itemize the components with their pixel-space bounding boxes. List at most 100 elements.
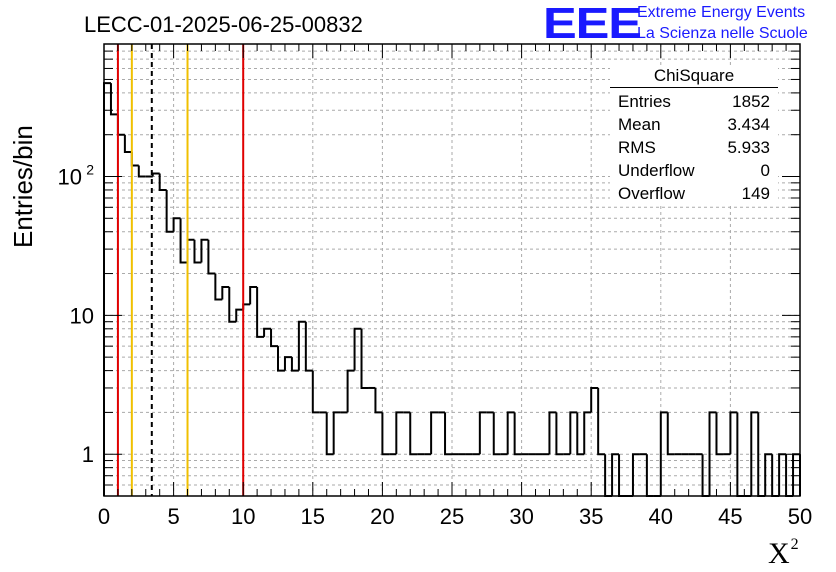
histogram-bin bbox=[750, 411, 759, 496]
histogram-bin bbox=[353, 327, 362, 371]
histogram-bin bbox=[576, 412, 585, 456]
stats-row: Mean 3.434 bbox=[610, 113, 778, 136]
histogram-bin bbox=[513, 412, 522, 456]
histogram-bin bbox=[346, 369, 355, 413]
histogram-bin bbox=[729, 411, 738, 455]
histogram-bin bbox=[492, 412, 501, 456]
histogram-bin bbox=[256, 287, 265, 338]
histogram-bin bbox=[158, 173, 167, 191]
x-tick-label: 0 bbox=[98, 504, 110, 529]
histogram-bin bbox=[297, 320, 306, 371]
x-tick-label: 35 bbox=[579, 504, 603, 529]
y-tick-label: 10 bbox=[58, 164, 82, 189]
histogram-bin bbox=[235, 308, 244, 322]
x-tick-label: 50 bbox=[788, 504, 812, 529]
histogram-bin bbox=[228, 287, 237, 323]
histogram-bin bbox=[304, 321, 313, 372]
histogram-bin bbox=[715, 412, 724, 456]
histogram-bin bbox=[583, 411, 592, 455]
histogram-bin bbox=[506, 411, 515, 455]
histogram-bin bbox=[360, 328, 369, 389]
histogram-bin bbox=[165, 189, 174, 233]
stats-row: Overflow 149 bbox=[610, 182, 778, 205]
histogram-bin bbox=[409, 412, 418, 456]
histogram-bin bbox=[109, 83, 118, 116]
stats-row: Entries 1852 bbox=[610, 90, 778, 113]
y-tick-label: 1 bbox=[82, 442, 94, 467]
histogram-bin bbox=[290, 357, 299, 372]
histogram-bin bbox=[631, 453, 640, 496]
axis-ticks bbox=[103, 43, 801, 497]
histogram-bin bbox=[123, 134, 132, 154]
logo-line-2: La Scienza nelle Scuole bbox=[637, 25, 808, 42]
histogram-bin bbox=[374, 387, 383, 414]
stats-label: RMS bbox=[618, 138, 656, 157]
histogram-bin bbox=[277, 346, 285, 372]
stats-value: 1852 bbox=[732, 92, 770, 111]
histogram-bin bbox=[311, 370, 320, 414]
chart-title: LECC-01-2025-06-25-00832 bbox=[84, 12, 363, 37]
histogram-bin bbox=[332, 411, 341, 455]
histogram-bin bbox=[381, 412, 390, 456]
histogram-bin bbox=[249, 286, 258, 305]
stats-title: ChiSquare bbox=[610, 66, 778, 88]
histogram-bin bbox=[103, 82, 111, 496]
histogram-bin bbox=[179, 218, 188, 264]
grid-lines bbox=[104, 44, 800, 496]
histogram-bin bbox=[200, 238, 209, 263]
threshold-lines bbox=[116, 44, 245, 496]
histogram-bin bbox=[611, 453, 620, 496]
histogram-bin bbox=[666, 412, 675, 456]
stats-row: Underflow 0 bbox=[610, 159, 778, 182]
histogram-bin bbox=[116, 114, 125, 136]
x-tick-label: 25 bbox=[440, 504, 464, 529]
x-tick-label: 5 bbox=[167, 504, 179, 529]
logo-line-1: Extreme Energy Events bbox=[637, 4, 806, 21]
histogram-bin bbox=[444, 412, 452, 456]
histogram-bin bbox=[430, 411, 439, 455]
histogram-bin bbox=[708, 411, 717, 496]
histogram-bin bbox=[764, 453, 773, 496]
histogram-bin bbox=[597, 387, 606, 456]
stats-label: Entries bbox=[618, 92, 671, 111]
x-tick-label: 30 bbox=[509, 504, 533, 529]
histogram-bin bbox=[137, 165, 146, 178]
stats-box: ChiSquare Entries 1852 Mean 3.434 RMS 5.933… bbox=[610, 66, 778, 205]
stats-value: 149 bbox=[741, 184, 770, 203]
y-tick-label-exponent: 2 bbox=[86, 161, 94, 177]
histogram-bin bbox=[186, 238, 195, 263]
y-tick-label: 10 bbox=[70, 303, 94, 328]
eee-logo-mark: EEE bbox=[543, 0, 642, 48]
histogram-bin bbox=[659, 411, 668, 496]
x-tick-label: 10 bbox=[231, 504, 255, 529]
histogram-bin bbox=[242, 303, 251, 310]
stats-value: 5.933 bbox=[727, 138, 770, 157]
stats-value: 3.434 bbox=[727, 115, 770, 134]
x-tick-label: 40 bbox=[649, 504, 673, 529]
histogram-bin bbox=[130, 152, 139, 167]
stats-value: 0 bbox=[760, 161, 770, 180]
histogram-bin bbox=[207, 239, 216, 275]
histogram-bin bbox=[263, 327, 272, 337]
histogram-bin bbox=[214, 273, 223, 301]
x-tick-label: 15 bbox=[301, 504, 325, 529]
histogram-bin bbox=[555, 412, 564, 456]
stats-label: Overflow bbox=[618, 184, 686, 203]
histogram-bin bbox=[548, 411, 557, 455]
x-axis-label: X2 bbox=[768, 536, 799, 571]
stats-row: RMS 5.933 bbox=[610, 136, 778, 159]
histogram-bin bbox=[270, 328, 278, 348]
histogram-bin bbox=[221, 286, 230, 300]
histogram-bin bbox=[478, 411, 487, 455]
histogram-bin bbox=[395, 411, 404, 455]
x-tick-label: 45 bbox=[718, 504, 742, 529]
y-axis-label: Entries/bin bbox=[8, 125, 38, 248]
x-tick-label: 20 bbox=[370, 504, 394, 529]
histogram-bin bbox=[325, 412, 334, 456]
histogram-bin bbox=[283, 356, 292, 371]
stats-label: Mean bbox=[618, 115, 661, 134]
stats-label: Underflow bbox=[618, 161, 695, 180]
histogram-bin bbox=[193, 239, 202, 264]
